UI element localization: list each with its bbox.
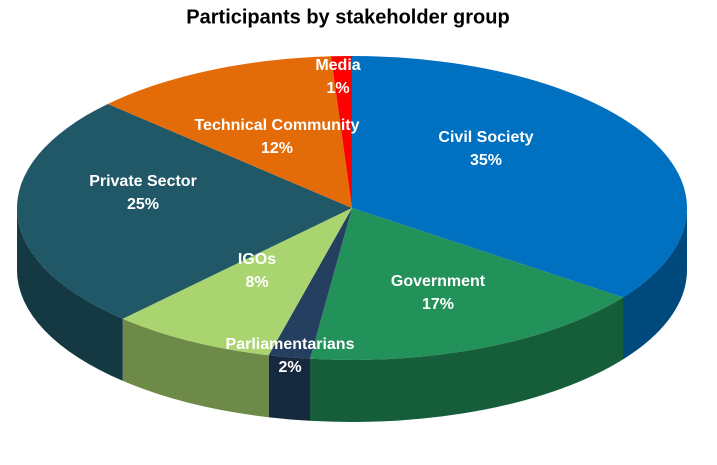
slice-label: Government — [391, 273, 486, 290]
slice-label: IGOs — [238, 251, 276, 268]
slice — [16, 103, 352, 319]
slice — [310, 208, 624, 360]
slice-value-label: 2% — [278, 359, 301, 376]
chart-title: Participants by stakeholder group — [186, 6, 509, 28]
slice-value-label: 25% — [127, 196, 159, 213]
slice — [330, 56, 352, 208]
slice-label: Media — [315, 57, 360, 74]
slice-side-shade — [122, 318, 269, 418]
slice — [122, 208, 352, 356]
slice-side-shade — [268, 355, 311, 421]
slice-value-label: 12% — [261, 140, 293, 157]
slice-label: Technical Community — [194, 117, 359, 134]
slice-side — [122, 318, 269, 418]
slice — [268, 208, 352, 359]
slice — [352, 56, 687, 298]
slice-value-label: 8% — [245, 274, 268, 291]
slice-side — [310, 297, 624, 422]
slice-label: Private Sector — [89, 173, 197, 190]
slice-side — [623, 208, 687, 360]
slice-label: Parliamentarians — [226, 336, 355, 353]
slice-side-shade — [310, 297, 624, 422]
slice-value-label: 35% — [470, 152, 502, 169]
slice-value-label: 1% — [326, 80, 349, 97]
slice-side — [268, 355, 311, 421]
slice — [107, 56, 353, 208]
slice-value-label: 17% — [422, 296, 454, 313]
slice-label: Civil Society — [438, 129, 533, 146]
slice-side-shade — [17, 208, 123, 381]
slice-side — [17, 208, 123, 381]
slice-side-shade — [623, 208, 687, 360]
